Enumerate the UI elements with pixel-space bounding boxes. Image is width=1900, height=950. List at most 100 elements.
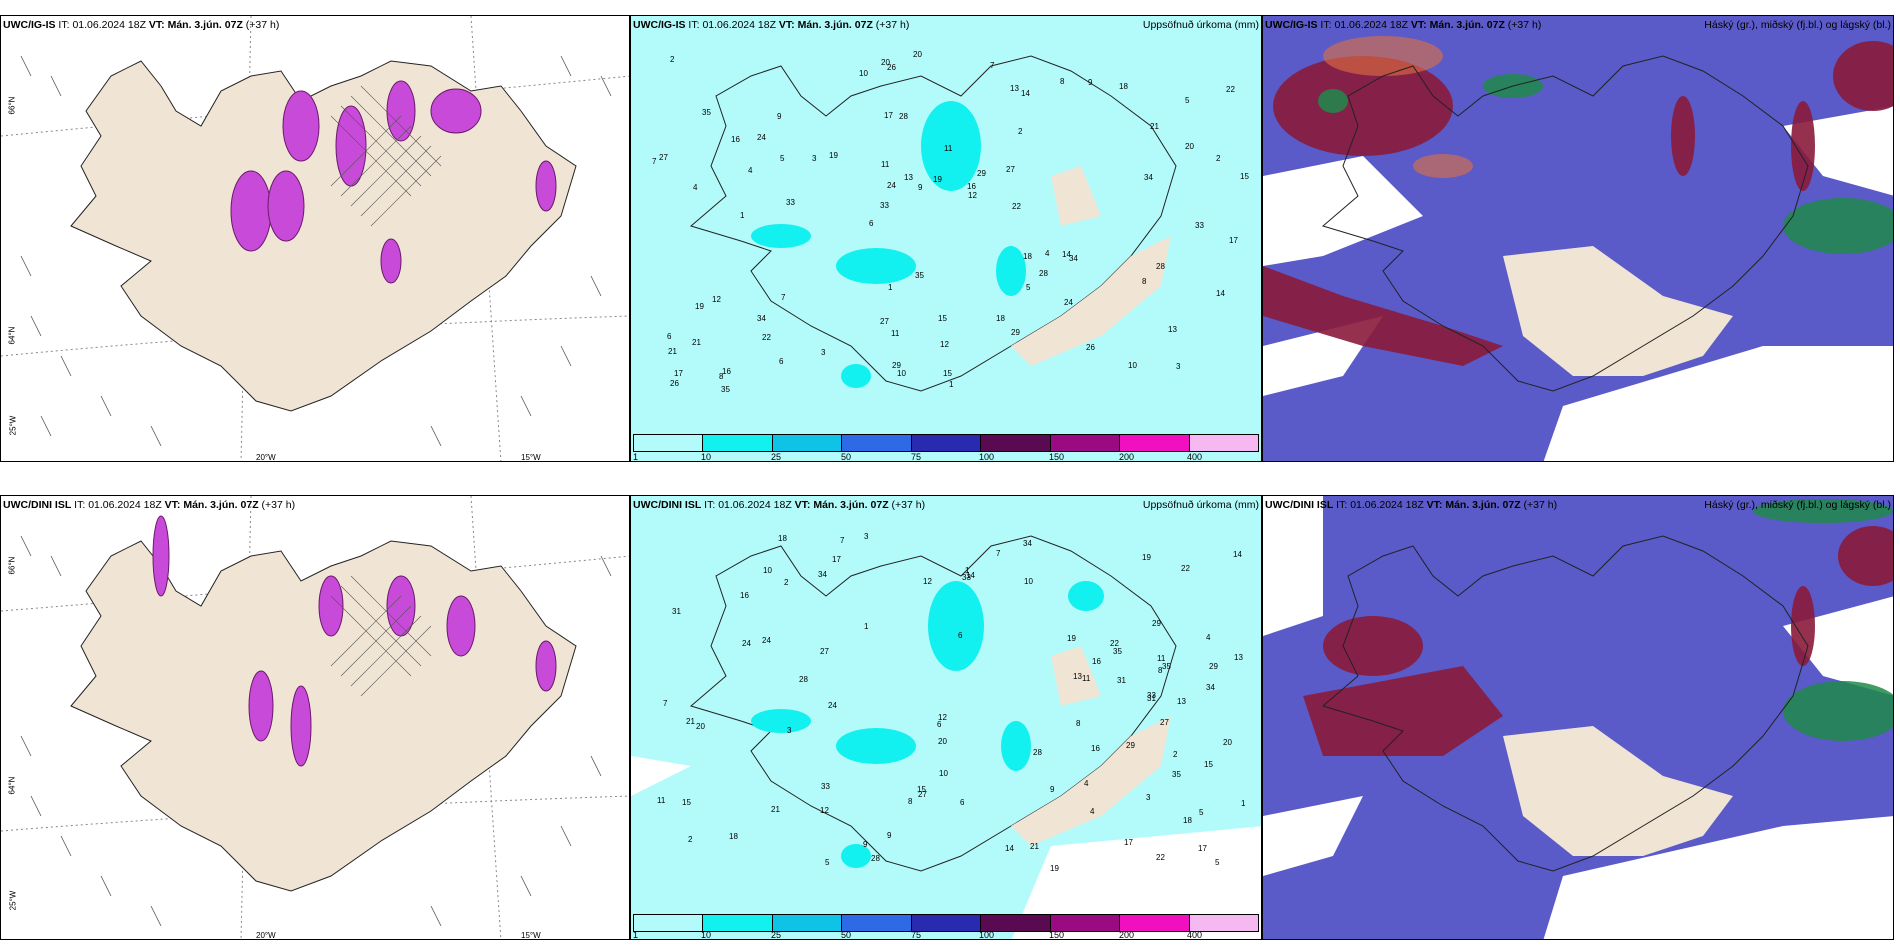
precip-value-label: 3: [1146, 793, 1151, 802]
scale2-tick-6: 150: [1049, 930, 1065, 940]
precip-value-label: 26: [1086, 343, 1095, 352]
scale-bin-1: [634, 435, 704, 451]
lon-label-15-2: 15°W: [521, 931, 541, 940]
precip-value-label: 10: [1024, 577, 1033, 586]
panel-title-6: UWC/DINI ISL IT: 01.06.2024 18Z VT: Mán.…: [1265, 499, 1558, 511]
precip-value-label: 16: [740, 591, 749, 600]
precip-value-label: 22: [1110, 639, 1119, 648]
scale-tick-6: 150: [1049, 452, 1065, 462]
scale2-bin-9: [1189, 915, 1258, 931]
precip-value-label: 10: [897, 369, 906, 378]
panel-title-2: UWC/IG-IS IT: 01.06.2024 18Z VT: Mán. 3.…: [633, 19, 910, 31]
precip-value-label: 14: [1005, 844, 1014, 853]
precip-value-label: 5: [1199, 808, 1204, 817]
cloud-title-2: Háský (gr.), miðský (fj.bl.) og lágský (…: [1704, 499, 1891, 511]
precip-value-label: 15: [1204, 760, 1213, 769]
precip-value-label: 29: [1152, 619, 1161, 628]
precip-value-label: 31: [1147, 694, 1156, 703]
precip-value-label: 12: [712, 295, 721, 304]
precip-value-label: 1: [740, 211, 745, 220]
precip-map: 3456216171112192122282934352615182033272…: [631, 16, 1261, 461]
scale-bin-4: [842, 435, 912, 451]
precip-value-label: 35: [1172, 770, 1181, 779]
precip-value-label: 33: [880, 201, 889, 210]
precip-value-label: 17: [884, 111, 893, 120]
cloud-map-panel-2: UWC/DINI ISL IT: 01.06.2024 18Z VT: Mán.…: [1262, 495, 1894, 940]
precip-value-label: 21: [686, 717, 695, 726]
scale-tick-8: 400: [1187, 452, 1203, 462]
precip-value-label: 2: [1173, 750, 1178, 759]
precip-value-label: 18: [996, 314, 1005, 323]
precip-value-label: 8: [1076, 719, 1081, 728]
precip-value-label: 33: [821, 782, 830, 791]
precip-value-label: 5: [1026, 283, 1031, 292]
precip-value-label: 14: [1021, 89, 1030, 98]
cloud-white-gap-4: [1543, 346, 1893, 461]
precip-value-label: 24: [1064, 298, 1073, 307]
precip-value-label: 7: [996, 549, 1001, 558]
lat-label-bot-2: 25°W: [8, 890, 18, 911]
precip-value-label: 13: [1234, 653, 1243, 662]
precip-value-label: 29: [1209, 662, 1218, 671]
precip-value-label: 17: [1229, 236, 1238, 245]
precip-dry-land-b: [1011, 716, 1171, 846]
precip-value-label: 15: [943, 369, 952, 378]
precip-value-label: 9: [887, 831, 892, 840]
precip-value-label: 16: [1092, 657, 1101, 666]
scale-bin-3: [772, 435, 843, 451]
precip-value-label: 29: [1126, 741, 1135, 750]
cloud-title: Háský (gr.), miðský (fj.bl.) og lágský (…: [1704, 19, 1891, 31]
lon-label-20: 20°W: [256, 453, 276, 462]
scale-tick-5: 100: [979, 452, 995, 462]
cloud-mid-layer-2: [1303, 526, 1893, 756]
precip-value-label: 17: [674, 369, 683, 378]
wind-map-panel: 66°N 64°N 25°W 20°W 15°W UWC/IG-IS IT: 0…: [0, 15, 630, 462]
precip-value-label: 11: [891, 329, 900, 338]
precip-value-label: 33: [1147, 691, 1156, 700]
precip-value-label: 22: [1181, 564, 1190, 573]
scale2-bin-4: [842, 915, 912, 931]
precip-value-label: 3: [1176, 362, 1181, 371]
precip-value-label: 18: [729, 832, 738, 841]
precip-value-label: 5: [1215, 858, 1220, 867]
precip-value-label: 7: [781, 293, 786, 302]
precip-colorbar-2: [633, 914, 1259, 932]
precip-value-label: 21: [668, 347, 677, 356]
precip-value-label: 9: [1088, 78, 1093, 87]
precip-value-label: 33: [786, 198, 795, 207]
precip-colorbar: [633, 434, 1259, 452]
precip-value-label: 34: [1206, 683, 1215, 692]
precip-value-label: 24: [742, 639, 751, 648]
precip-value-label: 7: [663, 699, 668, 708]
precip-value-label: 2: [784, 578, 789, 587]
scale2-tick-0: 1: [633, 930, 639, 940]
precip-value-label: 14: [1062, 250, 1071, 259]
precip-value-label: 19: [933, 175, 942, 184]
precip-value-label: 33: [962, 573, 971, 582]
precip-value-label: 20: [881, 58, 890, 67]
scale2-tick-1: 10: [701, 930, 712, 940]
scale-tick-1: 10: [701, 452, 712, 462]
precip-value-label: 13: [1010, 84, 1019, 93]
panel-title-5: UWC/DINI ISL IT: 01.06.2024 18Z VT: Mán.…: [633, 499, 926, 511]
precip-dry-land: [1011, 236, 1171, 366]
precip-value-label: 17: [1124, 838, 1133, 847]
precip-value-label: 29: [1011, 328, 1020, 337]
precip-value-label: 34: [757, 314, 766, 323]
hatch-area-2: [330, 575, 432, 697]
precip-value-label: 6: [869, 219, 874, 228]
precip-value-label: 22: [762, 333, 771, 342]
precip-value-label: 8: [1060, 77, 1065, 86]
precip-value-label: 18: [1119, 82, 1128, 91]
precip-value-label: 24: [828, 701, 837, 710]
precip-value-label: 8: [1142, 277, 1147, 286]
precip-value-label: 21: [692, 338, 701, 347]
wind-map: [1, 16, 629, 461]
precip-value-label: 4: [1084, 779, 1089, 788]
scale2-tick-4: 75: [911, 930, 922, 940]
precip-value-label: 22: [1156, 853, 1165, 862]
precip-value-label: 27: [1160, 718, 1169, 727]
precip-value-label: 28: [799, 675, 808, 684]
precip-value-label: 6: [960, 798, 965, 807]
precip-value-label: 9: [918, 183, 923, 192]
